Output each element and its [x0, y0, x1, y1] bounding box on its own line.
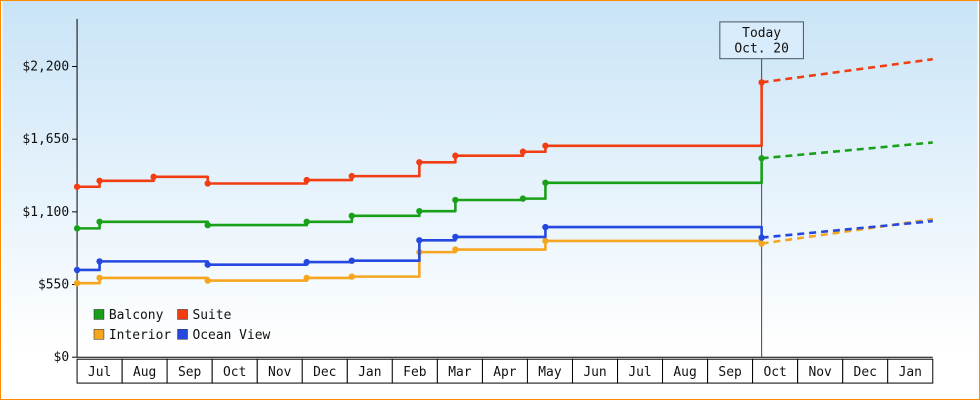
series-marker-balcony — [96, 218, 103, 225]
series-marker-ocean-view — [73, 266, 81, 274]
x-axis-month-label: May — [538, 365, 562, 380]
series-marker-balcony — [303, 218, 310, 225]
y-axis-label: $1,100 — [22, 205, 69, 220]
series-marker-balcony — [519, 195, 527, 202]
legend-swatch-suite — [177, 309, 188, 320]
series-marker-interior — [303, 274, 310, 282]
series-marker-ocean-view — [204, 261, 211, 268]
x-axis-month-label: Oct — [223, 365, 246, 380]
series-marker-ocean-view — [348, 257, 355, 264]
series-marker-suite — [348, 172, 355, 180]
legend-swatch-interior — [93, 329, 105, 340]
series-marker-suite — [758, 79, 765, 86]
series-marker-ocean-view — [452, 233, 459, 241]
series-marker-balcony — [73, 225, 81, 232]
series-marker-balcony — [204, 221, 211, 229]
series-marker-balcony — [348, 212, 355, 220]
legend-label-suite: Suite — [192, 308, 231, 323]
x-axis-month-label: Jun — [583, 365, 606, 380]
x-axis-month-label: Jan — [358, 365, 381, 380]
series-marker-balcony — [542, 179, 549, 186]
series-marker-suite — [303, 176, 310, 184]
y-axis-label: $0 — [54, 350, 70, 365]
series-marker-suite — [204, 180, 211, 187]
series-marker-ocean-view — [758, 234, 765, 241]
x-axis-month-label: Mar — [448, 365, 472, 380]
series-marker-suite — [542, 142, 549, 149]
y-axis-label: $550 — [38, 278, 69, 293]
series-projection-suite — [761, 57, 933, 84]
x-axis-month-label: Nov — [268, 365, 292, 380]
x-axis-month-label: Sep — [178, 365, 201, 380]
legend-label-balcony: Balcony — [109, 308, 164, 323]
series-marker-interior — [542, 237, 549, 245]
series-marker-interior — [96, 274, 103, 282]
series-marker-balcony — [758, 155, 765, 162]
x-axis-month-label: Dec — [854, 365, 877, 380]
series-projection-ocean-view — [761, 219, 933, 239]
series-marker-ocean-view — [542, 223, 549, 231]
y-axis-label: $1,650 — [22, 132, 69, 147]
series-marker-ocean-view — [96, 258, 103, 265]
x-axis-month-label: Oct — [763, 365, 786, 380]
series-marker-suite — [73, 183, 81, 190]
series-marker-suite — [416, 159, 423, 166]
x-axis-month-label: Jan — [899, 365, 922, 380]
x-axis-month-cell — [887, 358, 934, 384]
series-marker-interior — [758, 240, 765, 247]
series-marker-balcony — [452, 196, 459, 204]
series-marker-suite — [96, 177, 103, 184]
series-marker-balcony — [416, 207, 423, 215]
legend-swatch-balcony — [93, 309, 105, 320]
series-marker-ocean-view — [303, 258, 310, 266]
today-box-date: Oct. 20 — [734, 42, 788, 57]
x-axis-month-label: Nov — [809, 365, 833, 380]
series-marker-ocean-view — [416, 237, 423, 244]
x-axis-month-label: Feb — [403, 365, 427, 380]
series-marker-suite — [452, 152, 459, 159]
x-axis-month-label: Apr — [493, 365, 517, 380]
today-box — [719, 21, 804, 60]
legend-label-interior: Interior — [109, 328, 171, 343]
legend-swatch-ocean-view — [177, 329, 188, 340]
series-marker-suite — [519, 148, 527, 155]
today-box-title: Today — [742, 26, 781, 41]
series-marker-interior — [348, 273, 355, 280]
series-marker-interior — [452, 246, 459, 253]
x-axis-month-label: Jul — [88, 365, 111, 380]
series-marker-suite — [150, 173, 157, 181]
series-projection-balcony — [761, 141, 933, 160]
series-line-balcony — [77, 158, 763, 230]
x-axis-month-label: Dec — [313, 365, 336, 380]
x-axis-month-label: Jul — [628, 365, 651, 380]
legend-label-ocean-view: Ocean View — [192, 328, 270, 343]
x-axis-month-label: Aug — [133, 365, 156, 380]
x-axis-month-label: Aug — [673, 365, 696, 380]
y-axis-label: $2,200 — [22, 59, 69, 74]
x-axis-month-label: Sep — [718, 365, 741, 380]
series-marker-interior — [73, 279, 81, 287]
series-marker-interior — [204, 277, 211, 284]
